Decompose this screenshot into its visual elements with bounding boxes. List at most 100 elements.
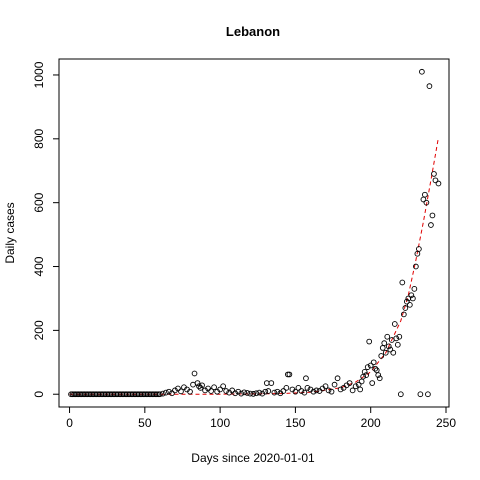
data-point [337,386,344,393]
data-point [390,349,397,356]
data-point [178,388,184,395]
data-point [402,305,409,311]
data-point [346,380,353,386]
data-point [363,372,370,378]
data-point [220,383,226,390]
data-point [426,83,433,89]
data-point [166,388,172,395]
x-tick-label-1: 50 [138,416,152,430]
data-point [232,390,239,397]
data-point [397,391,404,398]
data-point [268,380,275,386]
data-point [191,370,198,377]
data-point [199,382,205,389]
data-point [169,390,175,397]
data-point [217,386,223,393]
data-point [352,383,359,390]
data-point [292,388,299,395]
y-tick-label-3: 600 [32,192,46,212]
data-point [256,389,263,396]
data-point [408,292,415,299]
data-point [157,391,163,398]
data-point [396,333,403,340]
data-point [391,321,398,327]
data-point [435,180,442,187]
data-point [304,384,311,391]
data-point [328,388,335,395]
data-point [194,380,201,386]
data-point [376,375,383,382]
data-point [298,388,305,394]
data-point [406,301,413,308]
data-point [366,338,373,345]
data-point [322,383,329,390]
data-point [286,371,293,378]
fit-line [69,137,439,395]
data-point [364,364,371,370]
data-point [325,387,332,394]
data-point [372,365,379,372]
data-point [313,387,320,394]
y-axis: 0 200 400 600 800 1000 [32,61,59,398]
data-point [378,353,385,359]
data-point [416,246,422,252]
data-point [422,191,428,198]
data-point [238,390,245,397]
data-point [432,177,439,184]
data-point [381,340,388,346]
data-point [229,387,236,394]
data-point [247,390,254,397]
data-points [68,68,442,398]
data-point [349,387,356,394]
data-point [370,359,377,366]
data-point [303,375,309,382]
x-tick-label-4: 200 [361,416,381,430]
x-tick-label-2: 100 [210,416,230,430]
data-point [301,389,308,396]
data-point [331,381,338,388]
data-point [295,384,302,391]
data-point [417,391,424,398]
data-point [399,279,406,286]
y-tick-label-4: 800 [32,128,46,148]
y-tick-label-1: 200 [32,320,46,340]
data-point [253,390,260,397]
data-point [160,390,166,397]
data-point [262,388,269,395]
data-point [384,333,391,340]
data-point [175,385,181,392]
data-point [163,389,169,396]
x-tick-label-0: 0 [66,416,73,430]
y-axis-label: Daily cases [3,202,17,263]
data-point [223,388,229,394]
data-point [357,386,364,393]
data-point [283,384,290,391]
x-tick-label-5: 250 [436,416,456,430]
data-point [410,295,416,302]
data-point [423,199,430,206]
data-point [387,346,394,353]
chart-title: Lebanon [226,24,280,39]
x-axis-label: Days since 2020-01-01 [191,451,315,465]
data-point [429,212,436,219]
data-point [411,286,418,292]
x-tick-label-3: 150 [285,416,305,430]
data-point [271,389,278,396]
data-point [425,391,431,398]
data-point [211,384,217,391]
data-point [208,388,214,394]
data-point [244,390,251,396]
data-point [382,349,389,356]
data-point [367,362,374,369]
data-point [403,298,410,305]
data-point [428,222,434,228]
x-axis: 0 50 100 150 200 250 [66,407,456,430]
data-point [361,369,368,375]
plot-frame [58,58,450,408]
data-point [400,311,407,318]
data-point [419,68,425,75]
data-point [280,388,287,394]
data-point [413,263,419,270]
data-point [241,389,248,396]
data-point [196,383,202,390]
